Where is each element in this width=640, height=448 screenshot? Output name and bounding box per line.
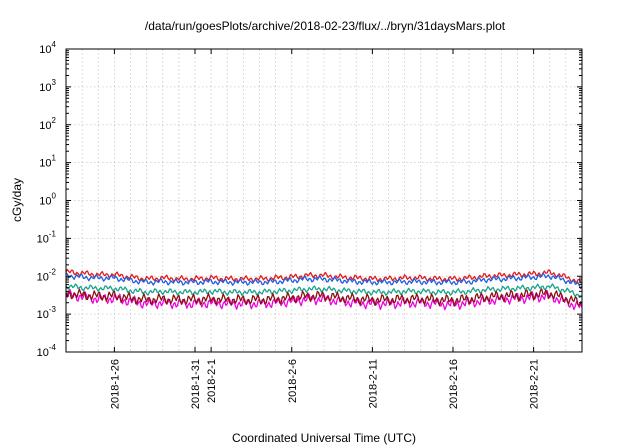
- y-tick-label: 10-4: [37, 343, 57, 359]
- y-tick-label: 100: [39, 192, 56, 208]
- x-tick-label: 2018-1-31: [190, 359, 202, 409]
- chart-title: /data/run/goesPlots/archive/2018-02-23/f…: [145, 19, 506, 33]
- series-line: [65, 288, 583, 307]
- x-tick-label: 2018-2-16: [448, 359, 460, 409]
- y-tick-label: 10-1: [37, 229, 57, 245]
- x-axis: 2018-1-26 2018-1-31 2018-2-1 2018-2-6 2018-2…: [109, 49, 541, 409]
- y-tick-label: 101: [39, 154, 56, 170]
- y-axis: 10-4 10-3 10-2 10-1 100 101 102 103 104: [37, 40, 582, 359]
- x-axis-label: Coordinated Universal Time (UTC): [232, 431, 416, 445]
- series-line: [65, 272, 583, 290]
- plot-area: [65, 268, 583, 311]
- x-tick-label: 2018-1-26: [109, 359, 121, 409]
- y-tick-label: 10-3: [37, 305, 57, 321]
- y-tick-label: 10-2: [37, 267, 57, 283]
- y-tick-label: 102: [39, 116, 56, 132]
- x-tick-label: 2018-2-6: [287, 359, 299, 403]
- y-tick-label: 104: [39, 40, 56, 56]
- x-tick-label: 2018-2-11: [367, 359, 379, 408]
- x-tick-label: 2018-2-1: [206, 359, 218, 403]
- x-tick-label: 2018-2-21: [529, 359, 541, 409]
- series-line: [65, 268, 583, 284]
- y-tick-label: 103: [39, 78, 56, 94]
- y-axis-label: cGy/day: [10, 178, 24, 222]
